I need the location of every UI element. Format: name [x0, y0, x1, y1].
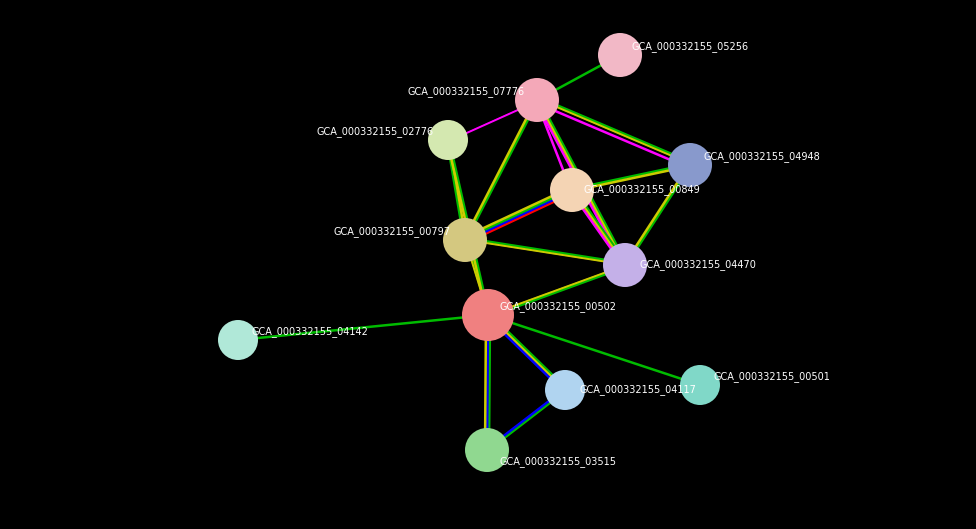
- Circle shape: [465, 428, 509, 472]
- Text: GCA_000332155_04470: GCA_000332155_04470: [639, 260, 755, 270]
- Text: GCA_000332155_00502: GCA_000332155_00502: [500, 302, 617, 313]
- Text: GCA_000332155_04142: GCA_000332155_04142: [252, 326, 369, 338]
- Text: GCA_000332155_00797: GCA_000332155_00797: [334, 226, 451, 238]
- Text: GCA_000332155_04948: GCA_000332155_04948: [704, 151, 821, 162]
- Circle shape: [603, 243, 647, 287]
- Circle shape: [443, 218, 487, 262]
- Circle shape: [680, 365, 720, 405]
- Text: GCA_000332155_05256: GCA_000332155_05256: [632, 42, 750, 52]
- Circle shape: [428, 120, 468, 160]
- Text: GCA_000332155_04117: GCA_000332155_04117: [579, 385, 696, 396]
- Circle shape: [668, 143, 712, 187]
- Circle shape: [515, 78, 559, 122]
- Text: GCA_000332155_00501: GCA_000332155_00501: [714, 371, 831, 382]
- Circle shape: [545, 370, 585, 410]
- Circle shape: [550, 168, 594, 212]
- Text: GCA_000332155_02776: GCA_000332155_02776: [317, 126, 434, 138]
- Circle shape: [598, 33, 642, 77]
- Text: GCA_000332155_07776: GCA_000332155_07776: [408, 87, 525, 97]
- Circle shape: [218, 320, 258, 360]
- Text: GCA_000332155_00849: GCA_000332155_00849: [584, 185, 701, 195]
- Circle shape: [462, 289, 514, 341]
- Text: GCA_000332155_03515: GCA_000332155_03515: [499, 457, 616, 468]
